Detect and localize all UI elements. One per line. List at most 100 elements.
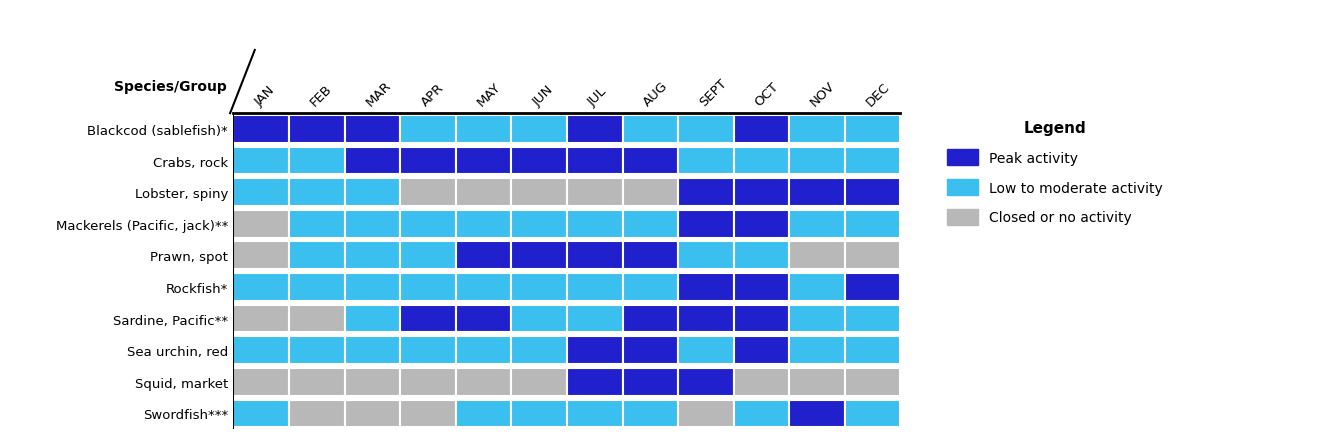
Bar [400,147,456,175]
Bar [400,210,456,238]
Bar [567,305,623,333]
Bar [790,116,844,144]
Bar [400,336,456,364]
Bar [734,305,790,333]
Bar [844,368,900,396]
Bar [344,210,400,238]
Bar [623,399,678,427]
Bar [734,336,790,364]
Bar [233,273,289,301]
Bar [790,305,844,333]
Bar [623,273,678,301]
Bar [790,336,844,364]
Bar [344,305,400,333]
Bar [344,116,400,144]
Bar [233,116,289,144]
Bar [400,179,456,207]
Bar [790,399,844,427]
Bar [844,116,900,144]
Bar [623,147,678,175]
Bar [344,242,400,270]
Bar [344,273,400,301]
Bar [678,242,734,270]
Bar [511,368,567,396]
Bar [790,210,844,238]
Legend: Peak activity, Low to moderate activity, Closed or no activity: Peak activity, Low to moderate activity,… [947,121,1163,226]
Bar [678,368,734,396]
Bar [400,305,456,333]
Bar [456,368,511,396]
Bar [678,179,734,207]
Bar [567,399,623,427]
Bar [567,242,623,270]
Bar [567,210,623,238]
Bar [233,399,289,427]
Bar [456,116,511,144]
Bar [844,179,900,207]
Bar [233,179,289,207]
Bar [511,179,567,207]
Bar [734,368,790,396]
Bar [344,336,400,364]
Bar [289,368,344,396]
Bar [511,242,567,270]
Bar [844,210,900,238]
Bar [678,273,734,301]
Bar [623,336,678,364]
Bar [456,210,511,238]
Bar [511,336,567,364]
Bar [511,210,567,238]
Bar [790,147,844,175]
Bar [511,273,567,301]
Bar [511,116,567,144]
Bar [289,147,344,175]
Bar [678,147,734,175]
Bar [623,179,678,207]
Bar [456,336,511,364]
Bar [289,273,344,301]
Bar [567,116,623,144]
Bar [289,179,344,207]
Bar [400,399,456,427]
Bar [734,116,790,144]
Bar [344,147,400,175]
Bar [289,242,344,270]
Bar [734,242,790,270]
Bar [289,116,344,144]
Bar [511,147,567,175]
Bar [289,210,344,238]
Bar [844,242,900,270]
Bar [567,179,623,207]
Bar [344,368,400,396]
Bar [790,273,844,301]
Bar [678,336,734,364]
Bar [456,179,511,207]
Bar [734,147,790,175]
Bar [567,273,623,301]
Bar [400,242,456,270]
Bar [734,179,790,207]
Bar [623,368,678,396]
Bar [790,368,844,396]
Bar [289,305,344,333]
Text: Species/Group: Species/Group [113,79,227,93]
Bar [844,147,900,175]
Bar [344,179,400,207]
Bar [844,305,900,333]
Bar [511,305,567,333]
Bar [567,368,623,396]
Bar [567,336,623,364]
Bar [456,399,511,427]
Bar [233,210,289,238]
Bar [456,147,511,175]
Bar [678,210,734,238]
Bar [289,399,344,427]
Bar [456,305,511,333]
Bar [844,399,900,427]
Bar [623,116,678,144]
Bar [400,116,456,144]
Bar [790,179,844,207]
Bar [233,242,289,270]
Bar [623,210,678,238]
Bar [844,273,900,301]
